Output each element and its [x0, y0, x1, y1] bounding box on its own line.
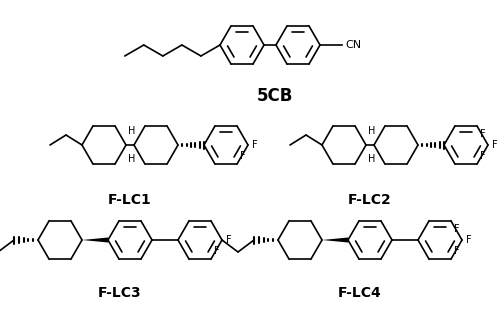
Text: CN: CN: [345, 40, 361, 50]
Text: 5CB: 5CB: [257, 87, 293, 105]
Text: F-LC3: F-LC3: [98, 286, 142, 300]
Polygon shape: [82, 237, 108, 242]
Text: H: H: [128, 126, 136, 136]
Text: F: F: [226, 235, 232, 245]
Text: F: F: [214, 246, 220, 256]
Text: F-LC1: F-LC1: [108, 193, 152, 207]
Text: F: F: [480, 129, 486, 139]
Text: F: F: [492, 140, 498, 150]
Text: F: F: [252, 140, 258, 150]
Text: F: F: [480, 151, 486, 161]
Text: F: F: [466, 235, 471, 245]
Text: H: H: [368, 154, 376, 164]
Text: H: H: [368, 126, 376, 136]
Polygon shape: [322, 237, 348, 242]
Text: F-LC2: F-LC2: [348, 193, 392, 207]
Text: F-LC4: F-LC4: [338, 286, 382, 300]
Text: F: F: [454, 246, 460, 256]
Text: F: F: [240, 151, 246, 161]
Text: F: F: [454, 224, 460, 234]
Text: H: H: [128, 154, 136, 164]
